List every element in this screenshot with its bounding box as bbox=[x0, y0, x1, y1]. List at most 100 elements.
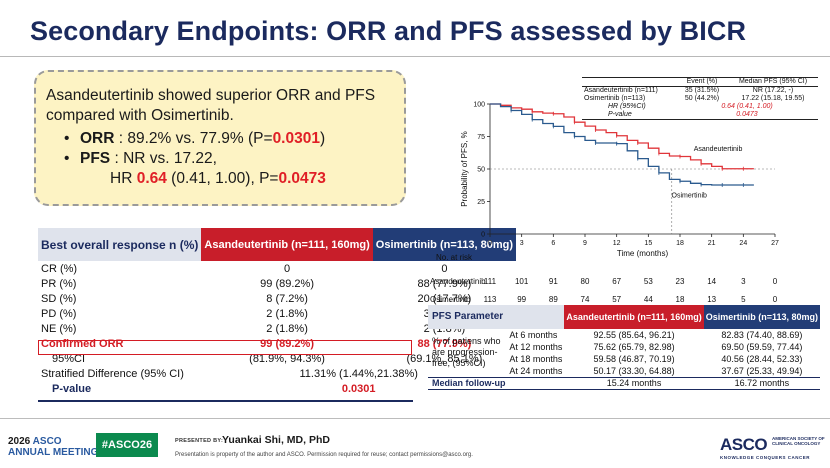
pfs-row-osimertinib: 37.67 (25.33, 49.94) bbox=[721, 365, 803, 376]
event-hr-label: HR (95%CI) bbox=[608, 103, 646, 110]
at-risk-label: Asandeutertinib bbox=[430, 277, 486, 286]
x-tick-label: 3 bbox=[520, 240, 524, 247]
bor-row-label: PD (%) bbox=[41, 307, 77, 320]
bor-row-asandeutertinib: 8 (7.2%) bbox=[266, 292, 308, 305]
event-hr-row: HR (95%CI) 0.64 (0.41, 1.00) bbox=[582, 103, 818, 111]
event-row: Asandeutertinib (n=111) 35 (31.5%) NR (17.… bbox=[582, 87, 818, 96]
bor-row-asandeutertinib: 0 bbox=[284, 262, 291, 275]
pfs-label: PFS bbox=[80, 150, 111, 167]
bor-row-label: NE (%) bbox=[41, 322, 77, 335]
event-pvalue-label: P-value bbox=[582, 111, 676, 120]
x-tick-label: 6 bbox=[551, 240, 555, 247]
callout-intro: Asandeutertinib showed superior ORR and … bbox=[46, 87, 376, 124]
pfs-followup-row: Median follow-up 15.24 months 16.72 mont… bbox=[428, 376, 820, 390]
bor-row: CR (%) 0 0 bbox=[38, 261, 516, 276]
event-cell-label: Osimertinib (n=113) bbox=[584, 95, 646, 102]
followup-label: Median follow-up bbox=[428, 376, 565, 390]
pfs-row-time: At 18 months bbox=[507, 352, 565, 365]
at-risk-count: 0 bbox=[772, 277, 778, 286]
pfs-row-asandeutertinib: 59.58 (46.87, 70.19) bbox=[593, 354, 675, 364]
bor-row-osimertinib: 88 (77.9%) bbox=[417, 277, 472, 290]
annotation-osimertinib: Osimertinib bbox=[672, 193, 708, 200]
pfs-rows: % of patiens who are progression-free, (… bbox=[428, 328, 820, 377]
at-risk-count: 113 bbox=[483, 295, 497, 304]
callout-list: ORR : 89.2% vs. 77.9% (P=0.0301) PFS : N… bbox=[46, 129, 388, 189]
footer-divider bbox=[0, 418, 830, 419]
confirmed-orr-osimertinib: 88 (77.9%) bbox=[417, 337, 472, 350]
y-tick-label: 0 bbox=[481, 232, 485, 239]
hr-value: 0.64 bbox=[136, 170, 167, 187]
pfs-row-time: At 6 months bbox=[507, 328, 565, 341]
pfs-km-chart: 0 3 6 9 12 15 18 21 24 27 0 25 50 75 100 Time (months) P… bbox=[460, 102, 779, 259]
pfs-row-asandeutertinib: 75.62 (65.79, 82.98) bbox=[593, 342, 675, 352]
bor-ci-row: 95%CI (81.9%, 94.3%) (69.1%, 85.1%) bbox=[38, 351, 516, 366]
y-tick-label: 25 bbox=[477, 199, 485, 206]
x-tick-label: 0 bbox=[488, 240, 492, 247]
pfs-bullet: PFS : NR vs. 17.22, bbox=[46, 149, 388, 169]
event-header-event: Event (%) bbox=[676, 77, 728, 87]
event-header-row: Event (%) Median PFS (95% CI) bbox=[582, 77, 818, 87]
at-risk-count: 91 bbox=[548, 277, 558, 286]
y-tick-label: 100 bbox=[473, 102, 485, 109]
event-cell-event: 50 (44.2%) bbox=[684, 95, 720, 102]
event-table: Event (%) Median PFS (95% CI) Asandeuter… bbox=[582, 77, 818, 120]
followup-asandeutertinib: 15.24 months bbox=[564, 376, 704, 390]
x-tick-label: 15 bbox=[644, 240, 652, 247]
at-risk-count: 23 bbox=[675, 277, 685, 286]
bor-header-osimertinib: Osimertinib (n=113, 80mg) bbox=[372, 228, 517, 261]
hr-line: HR 0.64 (0.41, 1.00), P=0.0473 bbox=[46, 169, 388, 189]
x-tick-label: 27 bbox=[771, 240, 779, 247]
at-risk-count: 101 bbox=[514, 277, 529, 286]
pfs-row-osimertinib: 82.83 (74.40, 88.69) bbox=[721, 330, 803, 340]
bor-row-label: PR (%) bbox=[41, 277, 77, 290]
bor-header-asandeutertinib: Asandeutertinib (n=111, 160mg) bbox=[201, 228, 373, 261]
event-hr-value: 0.64 (0.41, 1.00) bbox=[721, 103, 773, 110]
at-risk-count: 3 bbox=[741, 277, 746, 286]
pfs-header-row: PFS Parameter Asandeutertinib (n=111, 16… bbox=[428, 305, 820, 329]
event-row: Osimertinib (n=113) 50 (44.2%) 17.22 (15.1… bbox=[582, 95, 818, 103]
at-risk-count: 13 bbox=[707, 295, 717, 304]
asco-logo: ASCO bbox=[720, 435, 768, 454]
at-risk-count: 57 bbox=[612, 295, 622, 304]
x-tick-label: 21 bbox=[708, 240, 716, 247]
at-risk-title: No. at risk bbox=[436, 253, 473, 262]
orr-bullet: ORR : 89.2% vs. 77.9% (P=0.0301) bbox=[46, 129, 388, 149]
pfs-parameter-table: PFS Parameter Asandeutertinib (n=111, 16… bbox=[428, 305, 820, 390]
x-tick-label: 24 bbox=[739, 240, 747, 247]
bor-row-osimertinib: 0 bbox=[441, 262, 448, 275]
pfs-row: At 12 months 75.62 (65.79, 82.98) 69.50 (5… bbox=[428, 340, 820, 353]
y-axis-label: Probability of PFS, % bbox=[460, 131, 469, 207]
diff-label: Stratified Difference (95% CI) bbox=[41, 367, 184, 380]
hr-prefix: HR bbox=[110, 170, 137, 187]
x-tick-label: 12 bbox=[613, 240, 621, 247]
at-risk-count: 53 bbox=[643, 277, 653, 286]
event-cell-event: 35 (31.5%) bbox=[684, 87, 720, 94]
event-header-median: Median PFS (95% CI) bbox=[728, 77, 818, 87]
presenter-name: Yuankai Shi, MD, PhD bbox=[222, 434, 330, 446]
at-risk-count: 80 bbox=[580, 277, 590, 286]
x-axis-label: Time (months) bbox=[617, 249, 669, 258]
ci-osimertinib: (69.1%, 85.1%) bbox=[406, 352, 483, 365]
asco-logo-subtitle: AMERICAN SOCIETY OF CLINICAL ONCOLOGY bbox=[772, 436, 825, 446]
at-risk-count: 74 bbox=[580, 295, 590, 304]
event-header-blank bbox=[582, 77, 676, 87]
at-risk-label: Osimertinib bbox=[430, 295, 471, 304]
bor-pvalue-row: P-value 0.0301 bbox=[38, 381, 516, 396]
orr-text: : 89.2% vs. 77.9% (P= bbox=[114, 130, 273, 147]
hr-ci: (0.41, 1.00), P= bbox=[166, 170, 279, 187]
orr-pvalue: 0.0301 bbox=[272, 130, 320, 147]
pfs-header-asandeutertinib: Asandeutertinib (n=111, 160mg) bbox=[564, 305, 704, 329]
hashtag-badge: #ASCO26 bbox=[96, 433, 158, 457]
asco-tagline: KNOWLEDGE CONQUERS CANCER bbox=[720, 455, 811, 460]
pfs-row-time: At 12 months bbox=[507, 340, 565, 353]
at-risk-count: 111 bbox=[483, 277, 497, 286]
bor-diff-row: Stratified Difference (95% CI) 11.31% (1… bbox=[38, 366, 516, 381]
title-divider bbox=[0, 56, 830, 57]
at-risk-table: No. at risk Asandeutertinib 111 101 91 80 67 5… bbox=[430, 253, 820, 304]
at-risk-count: 89 bbox=[548, 295, 558, 304]
hr-pvalue: 0.0473 bbox=[278, 170, 326, 187]
x-tick-label: 18 bbox=[676, 240, 684, 247]
pfs-header-label: PFS Parameter bbox=[428, 305, 565, 329]
bor-row-asandeutertinib: 2 (1.8%) bbox=[266, 322, 308, 335]
orr-close: ) bbox=[319, 130, 326, 147]
